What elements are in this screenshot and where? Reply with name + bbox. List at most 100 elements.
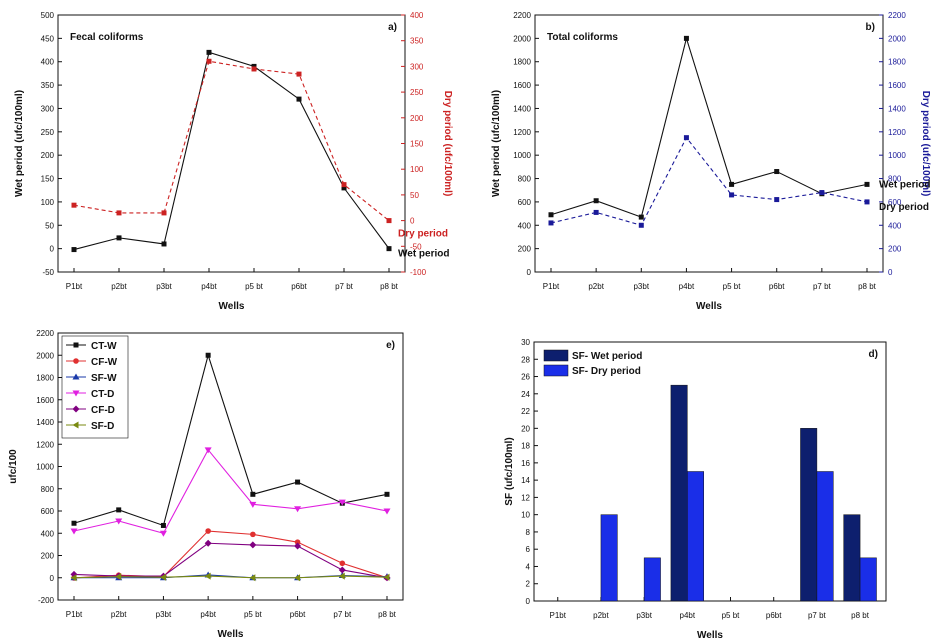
x-tick-label: p5 bt xyxy=(723,282,742,291)
data-point xyxy=(251,66,257,72)
data-point xyxy=(115,573,122,581)
y-tick-label: 200 xyxy=(41,151,55,160)
y-tick-label: 2200 xyxy=(36,329,54,338)
x-tick-label: p4bt xyxy=(679,282,695,291)
x-tick-label: p7 bt xyxy=(335,282,354,291)
series-line xyxy=(73,530,388,579)
data-point xyxy=(729,181,735,187)
data-point xyxy=(204,447,212,454)
x-axis-title: Wells xyxy=(696,301,722,312)
data-point xyxy=(638,222,644,228)
legend-swatch xyxy=(543,349,569,362)
plot-frame xyxy=(534,14,884,273)
data-point xyxy=(204,572,211,580)
inner-title: Total coliforms xyxy=(547,32,618,43)
y-tick-label: 30 xyxy=(521,338,530,347)
y-tick-label: 1400 xyxy=(36,418,54,427)
x-tick-label: p6bt xyxy=(766,611,782,620)
panel-label: e) xyxy=(386,340,395,351)
legend-marker xyxy=(73,358,79,364)
y2-tick-label: 350 xyxy=(410,37,424,46)
y-tick-label: 400 xyxy=(41,58,55,67)
y-tick-label: 26 xyxy=(521,373,530,382)
y2-tick-label: 600 xyxy=(888,198,902,207)
y-tick-label: 14 xyxy=(521,476,530,485)
y-axis-title: SF (ufc/100ml) xyxy=(504,437,515,505)
series-line xyxy=(73,353,388,527)
data-point xyxy=(116,507,122,513)
data-point xyxy=(294,539,301,545)
x-tick-label: P1bt xyxy=(66,610,83,619)
legend-label: SF-W xyxy=(91,373,117,384)
y-tick-label: 800 xyxy=(41,485,55,494)
y2-tick-label: 800 xyxy=(888,175,902,184)
y-tick-label: 16 xyxy=(521,459,530,468)
x-tick-label: p5 bt xyxy=(245,282,264,291)
y-tick-label: 22 xyxy=(521,407,530,416)
y-tick-label: -50 xyxy=(42,268,54,277)
y-tick-label: 600 xyxy=(518,198,532,207)
data-point xyxy=(683,35,689,41)
data-point xyxy=(683,135,689,141)
y-tick-label: 350 xyxy=(41,81,55,90)
data-point xyxy=(548,212,554,218)
series-annotation: Dry period xyxy=(398,229,448,240)
bar xyxy=(600,514,618,602)
x-tick-label: p2bt xyxy=(593,611,609,620)
legend-label: SF-D xyxy=(91,421,114,432)
x-axis-title: Wells xyxy=(697,630,723,641)
legend-label: CT-D xyxy=(91,389,114,400)
bar xyxy=(643,557,661,602)
bar xyxy=(687,471,704,602)
data-point xyxy=(204,539,212,547)
y2-tick-label: 400 xyxy=(410,11,424,20)
data-point xyxy=(593,209,599,215)
y-tick-label: 200 xyxy=(41,552,55,561)
y-tick-label: 6 xyxy=(526,545,531,554)
data-point xyxy=(160,522,166,528)
x-tick-label: p8 bt xyxy=(378,610,397,619)
data-point xyxy=(250,531,256,538)
legend-box xyxy=(61,335,129,439)
data-point xyxy=(338,572,345,580)
data-point xyxy=(341,185,347,191)
y-tick-label: 24 xyxy=(521,390,530,399)
data-point xyxy=(115,518,123,525)
data-point xyxy=(384,491,390,497)
y2-tick-label: 2200 xyxy=(888,11,906,20)
data-point xyxy=(70,574,77,582)
x-tick-label: p2bt xyxy=(111,610,127,619)
data-point xyxy=(295,479,301,485)
data-point xyxy=(249,541,257,549)
data-point xyxy=(774,197,780,203)
y-tick-label: 2200 xyxy=(513,11,531,20)
legend-label: CF-W xyxy=(91,357,118,368)
legend-marker xyxy=(72,390,80,397)
y-axis-title: Wet period (ufc/100ml) xyxy=(491,90,502,197)
y-axis-title: ufc/100 xyxy=(8,449,19,484)
data-point xyxy=(116,235,122,241)
y2-tick-label: 1600 xyxy=(888,81,906,90)
data-point xyxy=(296,96,302,102)
data-point xyxy=(71,247,77,253)
y-tick-label: 4 xyxy=(526,562,531,571)
data-point xyxy=(206,58,212,64)
bar xyxy=(800,428,818,602)
x-tick-label: p3bt xyxy=(636,611,652,620)
x-tick-label: p3bt xyxy=(156,610,172,619)
chart-panel-4: P1bt p2bt p3bt p4bt p5 bt p6bt p7 bt p8 bt Wells… xyxy=(504,338,887,641)
data-point xyxy=(205,528,211,534)
x-tick-label: p3bt xyxy=(156,282,172,291)
y2-tick-label: 150 xyxy=(410,140,424,149)
data-point xyxy=(548,220,554,226)
legend-label: SF- Dry period xyxy=(572,366,641,377)
x-tick-label: p2bt xyxy=(588,282,604,291)
legend-label: CT-W xyxy=(91,341,117,352)
y2-axis-title: Dry period (ufc/100ml) xyxy=(920,91,931,197)
data-point xyxy=(593,198,599,204)
series-line xyxy=(73,448,388,534)
data-point xyxy=(338,566,346,574)
y-tick-label: 1600 xyxy=(36,396,54,405)
y2-tick-label: 50 xyxy=(410,191,419,200)
